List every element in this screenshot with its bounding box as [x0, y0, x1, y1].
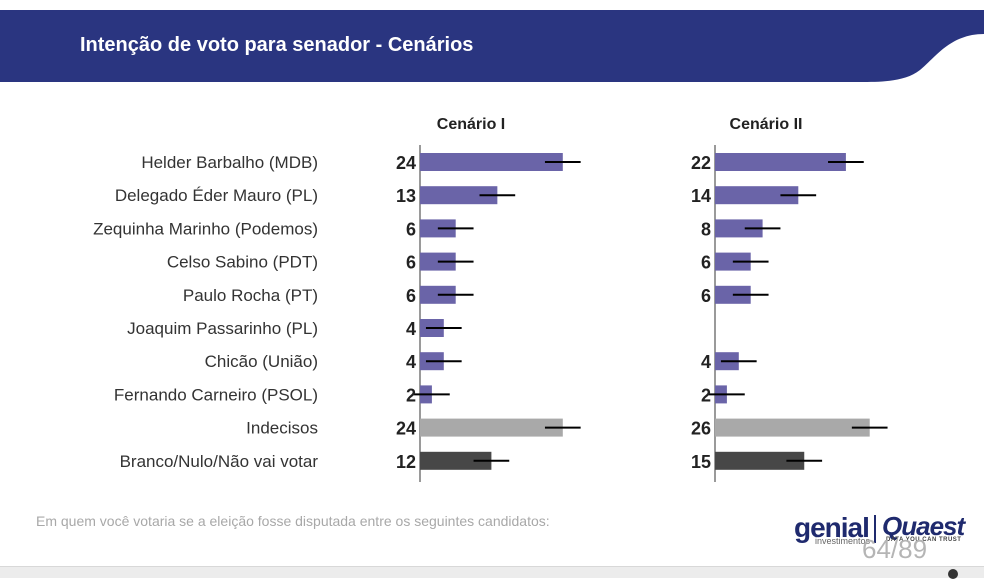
data-label: 4: [701, 352, 711, 372]
category-label: Fernando Carneiro (PSOL): [114, 385, 318, 404]
data-label: 6: [406, 253, 416, 273]
bar: [420, 451, 492, 470]
header-shape: [0, 10, 984, 82]
bar: [715, 451, 805, 470]
data-label: 12: [396, 452, 416, 472]
top-strip: [0, 0, 984, 10]
scroll-thumb[interactable]: [948, 569, 958, 579]
category-label: Chicão (União): [205, 352, 318, 371]
bar: [420, 153, 563, 171]
data-label: 2: [406, 385, 416, 405]
data-label: 15: [691, 452, 711, 472]
bar: [420, 186, 498, 205]
category-label: Delegado Éder Mauro (PL): [115, 186, 318, 205]
genial-logo-subtitle: investimentos: [815, 536, 871, 546]
data-label: 6: [701, 286, 711, 306]
data-label: 8: [701, 219, 711, 239]
category-label: Indecisos: [246, 419, 318, 438]
logo-separator: [874, 515, 876, 543]
header-banner: [0, 10, 984, 82]
footnote: Em quem você votaria se a eleição fosse …: [36, 513, 550, 529]
bottom-scrollbar[interactable]: [0, 566, 984, 578]
data-label: 2: [701, 385, 711, 405]
genial-logo: genial: [794, 512, 870, 543]
category-label: Paulo Rocha (PT): [183, 286, 318, 305]
data-label: 24: [396, 419, 416, 439]
data-label: 24: [396, 153, 416, 173]
bar: [715, 219, 763, 238]
quaest-logo: Quaest: [882, 511, 965, 541]
page-title: Intenção de voto para senador - Cenários: [80, 34, 474, 56]
category-label: Helder Barbalho (MDB): [141, 153, 318, 172]
data-label: 4: [406, 352, 416, 372]
column-header-scenario-2: Cenário II: [729, 116, 803, 133]
data-label: 6: [701, 253, 711, 273]
data-label: 14: [691, 186, 711, 206]
category-label: Zequinha Marinho (Podemos): [93, 219, 318, 238]
data-label: 13: [396, 186, 416, 206]
quaest-logo-subtitle: DATA YOU CAN TRUST: [886, 537, 962, 543]
page-indicator: 64/89: [862, 534, 928, 564]
bar: [715, 186, 799, 205]
data-label: 4: [406, 319, 416, 339]
category-label: Joaquim Passarinho (PL): [127, 319, 318, 338]
bar: [715, 418, 870, 437]
category-label: Branco/Nulo/Não vai votar: [120, 452, 319, 471]
data-label: 6: [406, 219, 416, 239]
data-label: 22: [691, 153, 711, 173]
column-header-scenario-1: Cenário I: [436, 116, 506, 133]
bar: [715, 153, 846, 171]
category-label: Celso Sabino (PDT): [167, 253, 318, 272]
data-label: 26: [691, 419, 711, 439]
bar: [420, 418, 563, 437]
data-label: 6: [406, 286, 416, 306]
